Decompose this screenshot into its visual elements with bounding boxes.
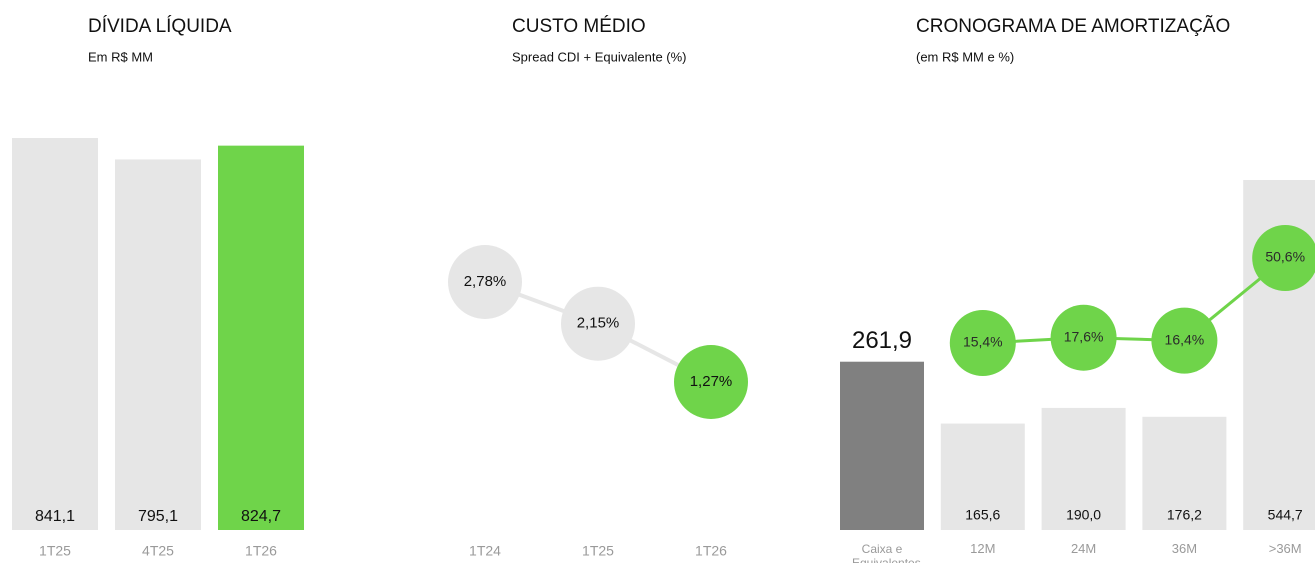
x-tick-label: 1T25: [582, 543, 614, 559]
point: [674, 345, 748, 419]
value-label: 16,4%: [1165, 331, 1205, 347]
x-tick-label-box: 12M: [970, 542, 996, 556]
bar: [1142, 416, 1227, 530]
value-label: 1,27%: [690, 373, 733, 390]
chart-subtitle: Spread CDI + Equivalente (%): [512, 49, 687, 64]
value-label: 176,2: [1167, 507, 1202, 523]
x-tick-label-box: 36M: [1171, 542, 1198, 556]
x-tick-label: 4T25: [142, 543, 174, 559]
bar: [12, 138, 98, 530]
x-tick-label: 24M: [1070, 542, 1097, 556]
chart-subtitle: Em R$ MM: [88, 49, 153, 64]
x-tick-label: 36M: [1171, 542, 1198, 556]
value-label: 15,4%: [963, 334, 1003, 350]
value-label: 190,0: [1066, 507, 1101, 523]
x-tick-label: 1T26: [245, 543, 277, 559]
bar: [840, 361, 924, 530]
point: [448, 245, 522, 319]
x-tick-label-box: 24M: [1070, 542, 1097, 556]
point: [949, 310, 1016, 376]
value-label: 2,78%: [464, 273, 507, 290]
x-tick-label-box: Caixa e Equivalentes: [852, 542, 921, 563]
value-label: 261,9: [852, 327, 912, 354]
value-label: 50,6%: [1265, 249, 1305, 265]
x-tick-label-box: >36M: [1268, 542, 1302, 556]
value-label: 544,7: [1268, 507, 1303, 523]
chart-title: CRONOGRAMA DE AMORTIZAÇÃO: [916, 15, 1230, 37]
bar: [115, 159, 201, 530]
x-tick-label: 12M: [970, 542, 996, 556]
bar: [940, 423, 1025, 530]
x-tick-label: 1T24: [469, 543, 501, 559]
point: [1252, 225, 1315, 291]
chart-title: DÍVIDA LÍQUIDA: [88, 16, 232, 37]
x-tick-label: >36M: [1268, 542, 1302, 556]
x-tick-label: Caixa e Equivalentes: [852, 542, 921, 563]
value-label: 17,6%: [1064, 328, 1104, 344]
value-label: 165,6: [965, 507, 1000, 523]
value-label: 2,15%: [577, 315, 620, 332]
value-label: 824,7: [241, 508, 281, 525]
point: [1151, 307, 1218, 374]
point: [1050, 304, 1117, 371]
x-tick-label: 1T25: [39, 543, 71, 559]
chart-title: CUSTO MÉDIO: [512, 16, 646, 37]
x-tick-label: 1T26: [695, 543, 727, 559]
value-label: 841,1: [35, 508, 75, 525]
bar: [1041, 407, 1126, 530]
chart-subtitle: (em R$ MM e %): [916, 49, 1014, 64]
point: [561, 286, 635, 361]
bar: [218, 145, 304, 531]
value-label: 795,1: [138, 508, 178, 525]
line: [982, 256, 1287, 345]
